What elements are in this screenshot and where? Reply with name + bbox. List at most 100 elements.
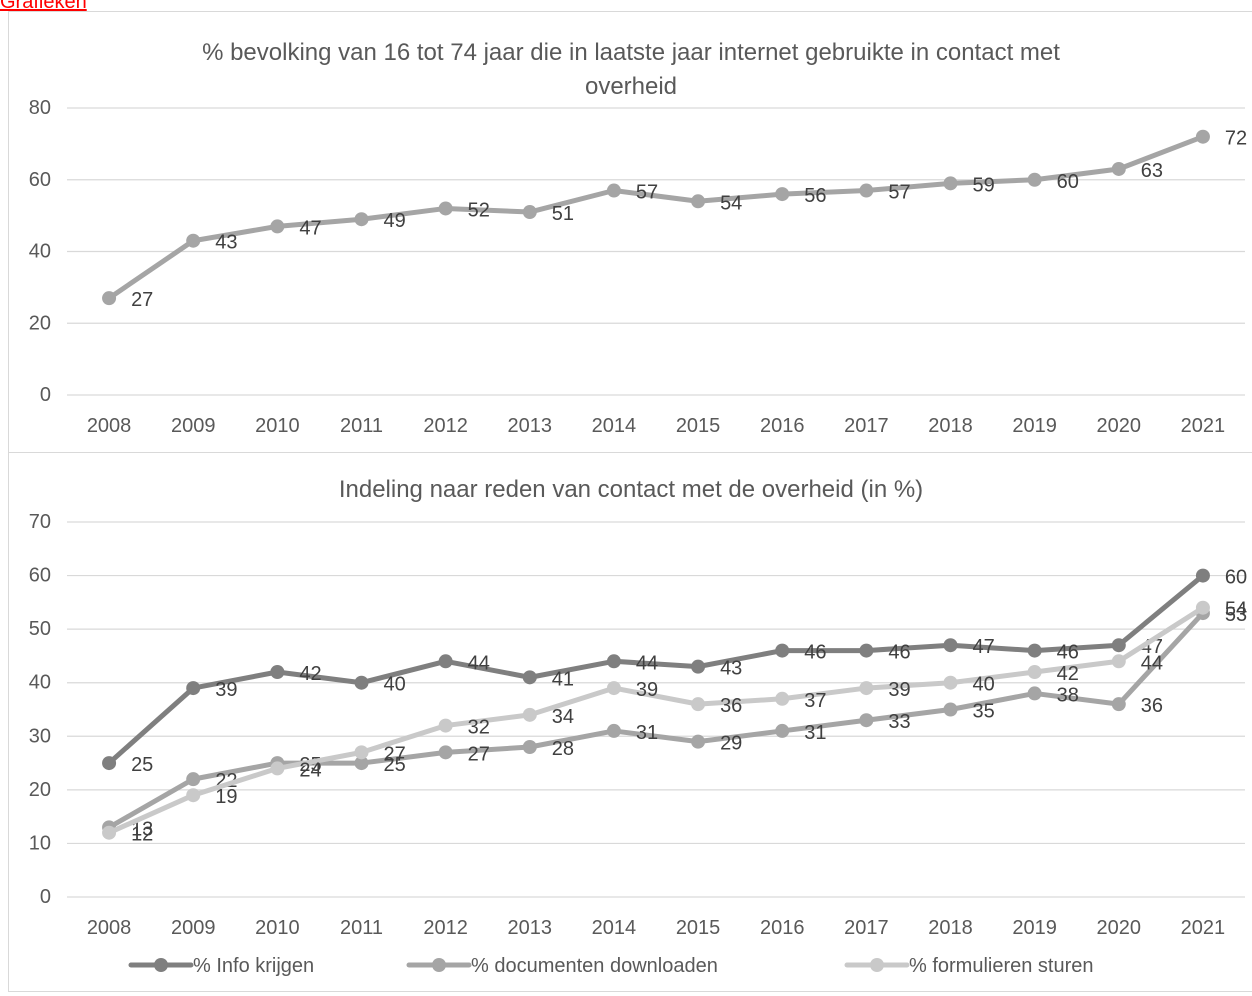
- data-label: 56: [804, 185, 826, 207]
- x-tick-label: 2016: [760, 917, 805, 939]
- data-label: 27: [131, 289, 153, 311]
- data-label: 32: [468, 717, 490, 739]
- y-tick-label: 10: [29, 832, 51, 854]
- charts-link[interactable]: Grafieken: [0, 0, 87, 13]
- legend-label: % documenten downloaden: [471, 955, 718, 977]
- data-label: 40: [973, 674, 995, 696]
- data-point: [270, 761, 285, 776]
- data-label: 52: [468, 199, 490, 221]
- y-tick-label: 20: [29, 779, 51, 801]
- data-label: 57: [888, 182, 910, 204]
- chart-title: % bevolking van 16 tot 74 jaar die in la…: [202, 39, 1060, 66]
- data-label: 33: [888, 711, 910, 733]
- data-point: [438, 654, 453, 669]
- data-label: 39: [888, 679, 910, 701]
- x-tick-label: 2015: [676, 415, 721, 437]
- data-label: 63: [1141, 160, 1163, 182]
- data-point: [354, 675, 369, 690]
- data-point: [859, 681, 874, 696]
- data-label: 41: [552, 668, 574, 690]
- data-label: 31: [804, 722, 826, 744]
- data-point: [775, 723, 790, 738]
- data-label: 44: [468, 652, 490, 674]
- data-point: [438, 718, 453, 733]
- data-label: 44: [1141, 652, 1163, 674]
- data-label: 36: [720, 695, 742, 717]
- data-point: [606, 681, 621, 696]
- data-point: [1195, 568, 1210, 583]
- data-point: [691, 194, 706, 209]
- data-label: 43: [720, 658, 742, 680]
- data-point: [859, 713, 874, 728]
- data-point: [438, 745, 453, 760]
- legend-marker: [432, 958, 446, 972]
- data-point: [522, 707, 537, 722]
- data-point: [775, 643, 790, 658]
- data-point: [691, 734, 706, 749]
- x-tick-label: 2010: [255, 415, 300, 437]
- data-label: 35: [973, 701, 995, 723]
- x-tick-label: 2021: [1181, 917, 1226, 939]
- data-point: [354, 745, 369, 760]
- x-tick-label: 2013: [508, 415, 553, 437]
- data-label: 13: [131, 818, 153, 840]
- legend-label: % Info krijgen: [193, 955, 314, 977]
- data-label: 54: [1225, 599, 1247, 621]
- data-label: 43: [215, 232, 237, 254]
- x-tick-label: 2014: [592, 415, 637, 437]
- y-tick-label: 60: [29, 169, 51, 191]
- data-label: 46: [1057, 642, 1079, 664]
- data-label: 60: [1225, 567, 1247, 589]
- data-point: [270, 665, 285, 679]
- data-point: [606, 654, 621, 669]
- data-point: [1027, 686, 1042, 701]
- data-label: 42: [1057, 663, 1079, 685]
- x-tick-label: 2012: [423, 917, 468, 939]
- chart-bottom: Indeling naar reden van contact met de o…: [29, 476, 1247, 977]
- data-label: 46: [804, 642, 826, 664]
- data-point: [102, 756, 117, 771]
- data-label: 53: [1225, 604, 1247, 626]
- data-label: 44: [636, 652, 658, 674]
- data-point: [1111, 638, 1126, 653]
- series-line: [106, 134, 1206, 301]
- chart-panel-top: % bevolking van 16 tot 74 jaar die in la…: [8, 11, 1252, 453]
- data-point: [1111, 161, 1126, 176]
- y-tick-label: 0: [40, 886, 51, 908]
- data-label: 37: [804, 690, 826, 712]
- data-point: [186, 681, 201, 696]
- data-point: [186, 788, 201, 803]
- data-label: 42: [299, 663, 321, 685]
- data-point: [1111, 654, 1126, 669]
- x-tick-label: 2011: [340, 917, 383, 939]
- data-point: [859, 643, 874, 658]
- x-tick-label: 2019: [1012, 415, 1057, 437]
- data-label: 25: [384, 754, 406, 776]
- data-label: 12: [131, 824, 153, 846]
- data-point: [691, 697, 706, 712]
- x-tick-label: 2017: [844, 917, 889, 939]
- x-tick-label: 2009: [171, 415, 216, 437]
- data-point: [270, 219, 285, 234]
- data-point: [859, 183, 874, 198]
- x-tick-label: 2020: [1097, 917, 1142, 939]
- data-point: [522, 670, 537, 685]
- y-tick-label: 40: [29, 672, 51, 694]
- y-tick-label: 70: [29, 511, 51, 533]
- x-tick-label: 2015: [676, 917, 721, 939]
- data-label: 27: [468, 743, 490, 765]
- chart-title: Indeling naar reden van contact met de o…: [339, 476, 923, 503]
- data-point: [186, 233, 201, 248]
- data-point: [354, 756, 369, 771]
- x-tick-label: 2014: [592, 917, 637, 939]
- x-tick-label: 2011: [340, 415, 383, 437]
- data-label: 28: [552, 738, 574, 760]
- y-tick-label: 20: [29, 312, 51, 334]
- y-tick-label: 50: [29, 618, 51, 640]
- x-tick-label: 2016: [760, 415, 805, 437]
- x-tick-label: 2018: [928, 415, 973, 437]
- series-line: [106, 573, 1206, 766]
- x-tick-label: 2010: [255, 917, 300, 939]
- data-label: 39: [636, 679, 658, 701]
- data-point: [943, 675, 958, 690]
